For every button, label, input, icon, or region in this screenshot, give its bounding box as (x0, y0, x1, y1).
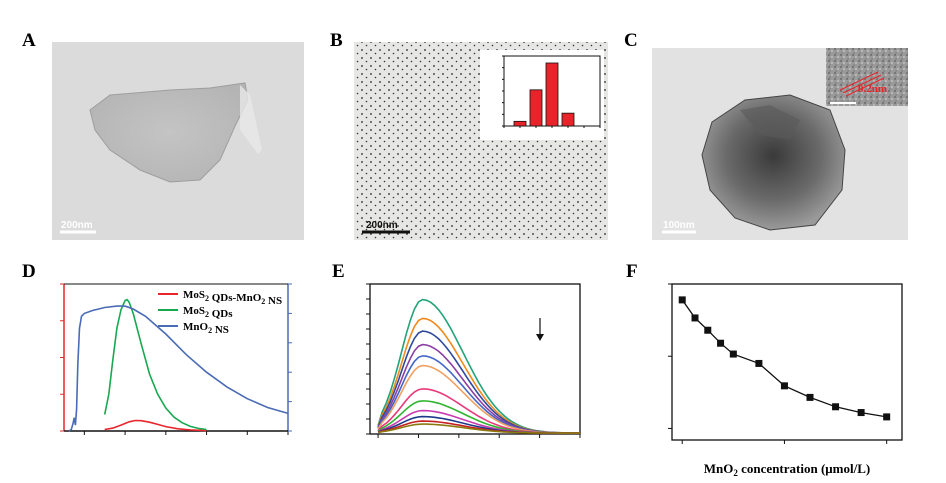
hrtem-inset: 0.2nm (826, 48, 908, 106)
scale-bar-b: 200nm (362, 220, 410, 234)
panel-label-c: C (624, 30, 638, 51)
histogram-bar (545, 62, 559, 127)
scale-bar-c-label: 100nm (663, 220, 695, 231)
legend-text: QDs-MnO (209, 292, 262, 304)
data-point (704, 326, 712, 334)
data-point (780, 382, 788, 390)
plot-frame (369, 283, 581, 435)
legend-text: MoS (183, 305, 205, 317)
panel-label-b: B (330, 30, 343, 51)
legend-subscript: 2 (208, 326, 212, 335)
annotation-arrow-head (536, 334, 544, 341)
panel-label-f: F (626, 261, 638, 282)
histogram-bar (529, 89, 543, 127)
legend-subscript: 2 (205, 310, 209, 319)
x-axis-label-subscript: 2 (733, 468, 738, 478)
scale-bar-a-label: 200nm (61, 220, 93, 231)
spectrum-line (377, 298, 580, 434)
legend-label: MoS2 QDs (183, 305, 233, 320)
series-line-1 (103, 298, 207, 431)
panel-label-a: A (22, 30, 36, 51)
data-point (691, 314, 699, 322)
data-point (729, 350, 737, 358)
chart-f: MnO2 concentration (μmol/L) (668, 283, 903, 478)
scale-bar-c: 100nm (662, 220, 696, 234)
data-point (857, 409, 865, 417)
series-line-0 (104, 419, 207, 432)
chart-e (366, 283, 581, 438)
scale-bar-a: 200nm (60, 220, 96, 234)
plot-frame (671, 283, 903, 441)
histogram-bar (561, 112, 575, 127)
size-histogram-inset (480, 50, 604, 140)
panel-label-e: E (332, 261, 345, 282)
data-point (832, 403, 840, 411)
data-point (678, 296, 686, 304)
legend-text: QDs (209, 308, 233, 320)
spectrum-line (377, 423, 580, 434)
legend-text: MnO (183, 321, 209, 333)
series-line-2 (68, 305, 289, 432)
x-axis-label-text: concentration (μmol/L) (738, 461, 870, 476)
x-axis-label-text: MnO (704, 461, 734, 476)
x-axis-label: MnO2 concentration (μmol/L) (704, 461, 870, 478)
histogram-bar (513, 120, 527, 127)
legend-subscript: 2 (205, 294, 209, 303)
data-point (883, 413, 891, 421)
data-point (806, 393, 814, 401)
legend-label: MoS2 QDs-MnO2 NS (183, 289, 282, 307)
tem-image-a (52, 42, 304, 240)
legend-text: NS (265, 295, 282, 307)
fit-line (681, 299, 887, 418)
data-point (717, 339, 725, 347)
data-point (755, 359, 763, 367)
lattice-spacing-label: 0.2nm (858, 83, 887, 95)
scale-bar-b-label: 200nm (366, 220, 398, 231)
legend-text: MoS (183, 289, 205, 301)
panel-label-d: D (22, 261, 36, 282)
legend-label: MnO2 NS (183, 321, 229, 336)
legend-text: NS (212, 324, 229, 336)
legend-subscript: 2 (261, 297, 265, 306)
